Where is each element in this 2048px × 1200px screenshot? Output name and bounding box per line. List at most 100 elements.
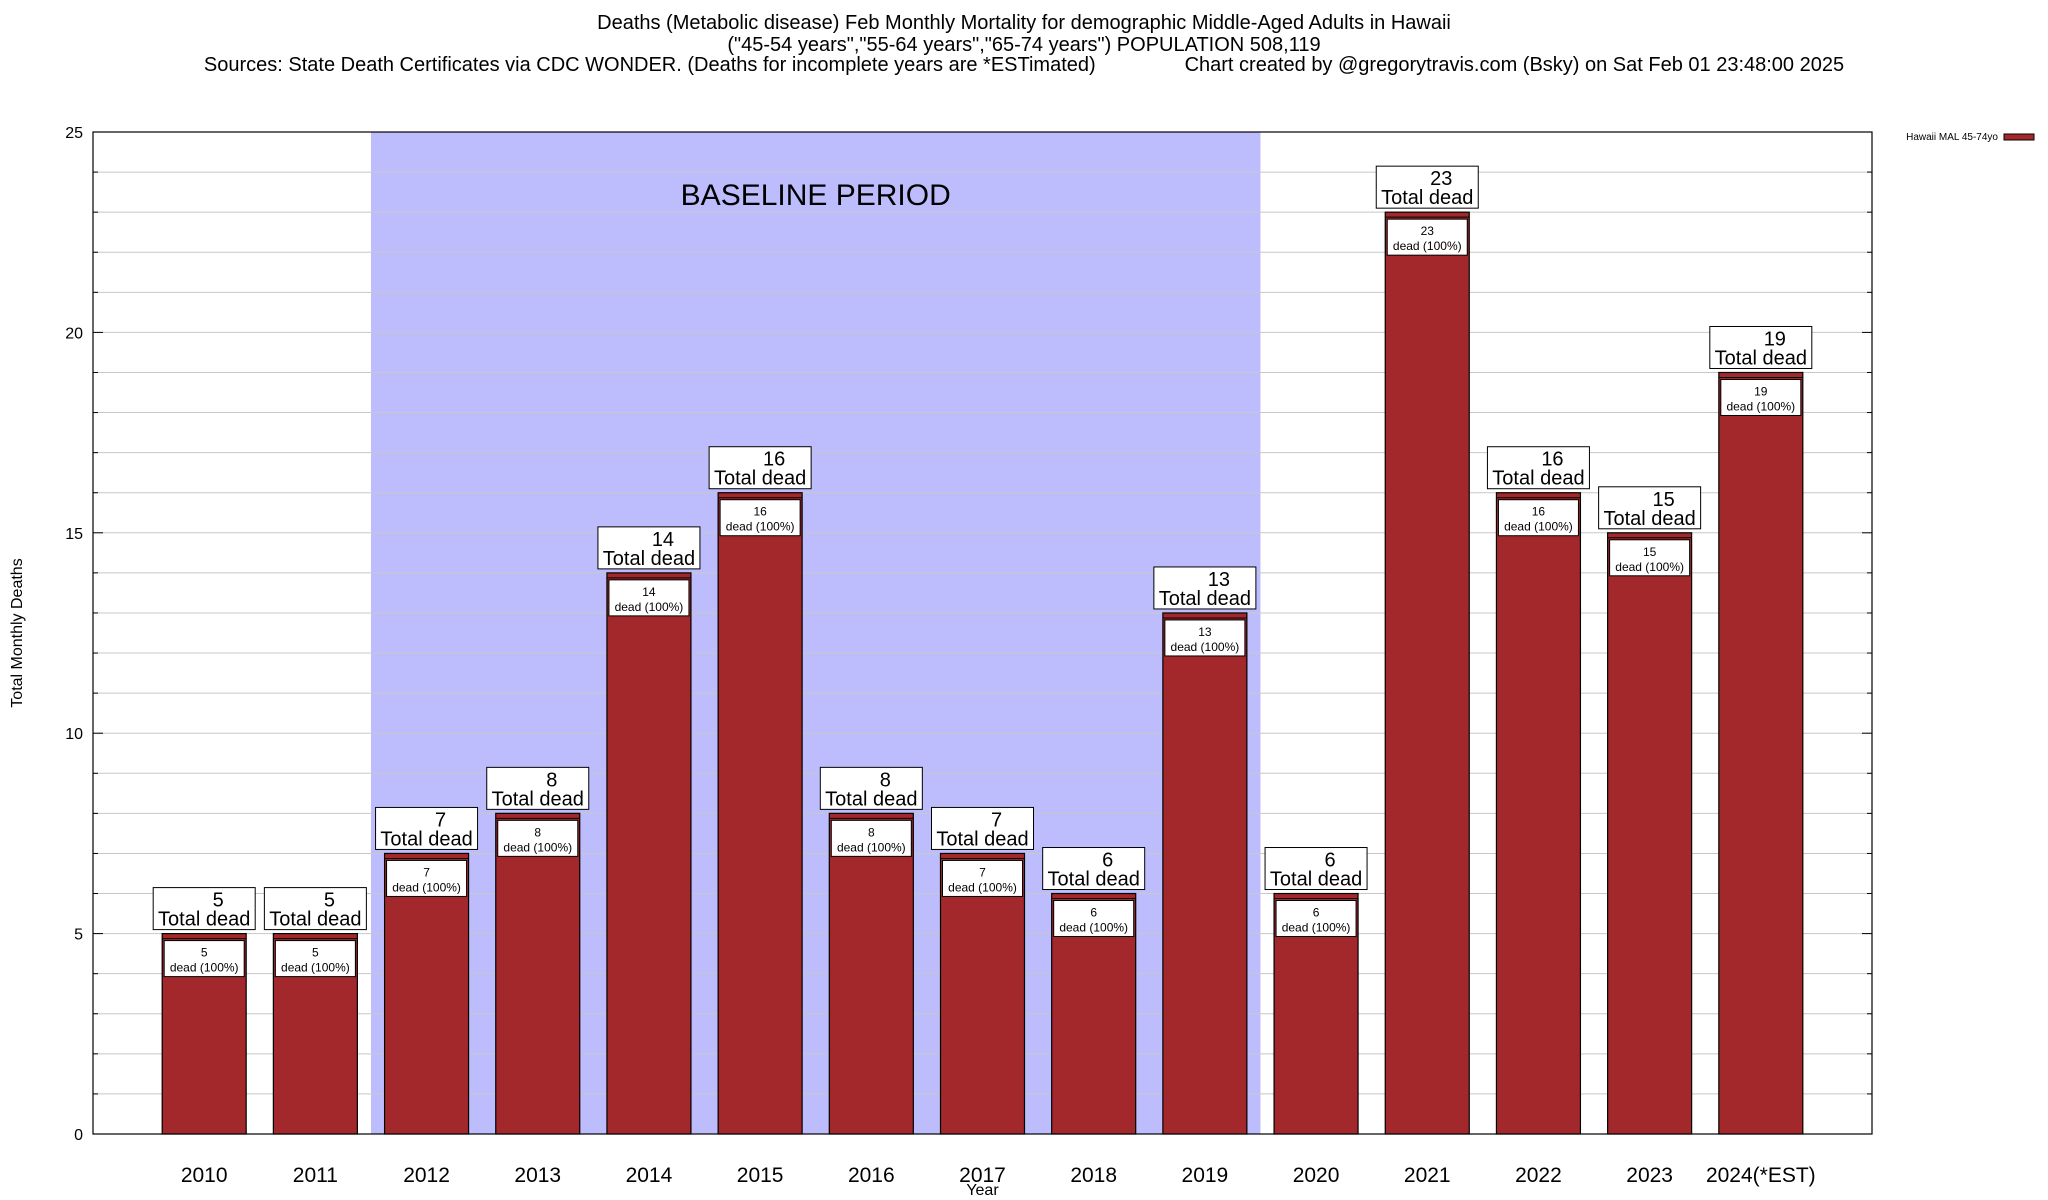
total-label-value: 15 [1653,489,1675,511]
total-label-text: Total dead [380,828,472,850]
y-axis-label: Total Monthly Deaths [9,558,26,707]
inner-label-text: dead (100%) [615,600,684,614]
x-tick-label: 2020 [1293,1164,1340,1187]
total-label-text: Total dead [158,909,250,931]
total-label-box [375,806,479,850]
x-tick-label: 2014 [626,1164,673,1187]
total-label-text: Total dead [825,788,917,810]
inner-label-box [1497,499,1579,537]
bar-2013 [495,812,581,1135]
total-label-text: Total dead [714,468,806,490]
total-label-value: 7 [435,809,446,831]
inner-label-box [1720,378,1802,416]
bar-2016 [828,812,914,1135]
inner-label-value: 8 [868,825,875,839]
inner-label-box [386,859,468,897]
inner-label-box [942,859,1023,897]
total-label-value: 6 [1102,850,1113,872]
y-tick-label: 5 [74,927,83,944]
inner-label-text: dead (100%) [726,520,795,534]
x-tick-label: 2017 [959,1164,1006,1187]
y-tick-label: 10 [65,726,83,743]
inner-label-text: dead (100%) [1282,921,1351,935]
total-label-box [152,887,256,931]
total-label-text: Total dead [936,828,1028,850]
inner-label-value: 7 [979,865,986,879]
inner-label-box [1609,539,1691,577]
chart-subtitle-sources: Sources: State Death Certificates via CD… [203,54,1845,76]
total-label-value: 5 [324,890,335,912]
total-label-box [1598,486,1702,530]
x-tick-label: 2012 [403,1164,450,1187]
inner-label-box [274,940,356,978]
inner-label-value: 15 [1643,545,1657,559]
total-label-box [708,446,812,490]
chart-title-line-1: Deaths (Metabolic disease) Feb Monthly M… [597,12,1451,34]
total-label-value: 19 [1764,328,1786,350]
x-tick-label: 2015 [737,1164,784,1187]
total-label-text: Total dead [1715,347,1807,369]
y-tick-label: 15 [65,526,83,543]
total-label-value: 8 [546,769,557,791]
x-tick-label: 2023 [1626,1164,1673,1187]
inner-label-value: 6 [1090,906,1097,920]
inner-label-value: 6 [1313,906,1320,920]
total-label-text: Total dead [1603,508,1695,530]
total-label-value: 6 [1325,850,1336,872]
inner-label-text: dead (100%) [1615,560,1684,574]
inner-label-box [608,579,690,617]
inner-label-value: 19 [1754,384,1768,398]
total-label-box [931,806,1034,850]
inner-label-value: 13 [1198,625,1212,639]
inner-label-value: 23 [1421,224,1435,238]
total-label-text: Total dead [1492,468,1584,490]
inner-label-text: dead (100%) [837,840,906,854]
total-label-value: 23 [1430,168,1452,190]
inner-label-value: 5 [312,946,319,960]
y-tick-label: 20 [65,325,83,342]
inner-label-box [497,819,579,857]
total-label-value: 14 [652,529,674,551]
bar-2014 [606,572,692,1135]
legend-label: Hawaii MAL 45-74yo [1906,132,1998,143]
x-tick-label: 2013 [514,1164,561,1187]
x-tick-label: 2010 [181,1164,228,1187]
inner-label-box [1386,218,1468,256]
total-label-box [1264,847,1368,891]
bar-2017 [939,852,1026,1135]
chart-title-line-2: ("45-54 years","55-64 years","65-74 year… [727,34,1321,56]
total-label-box [1709,325,1813,369]
bar-2019 [1162,612,1248,1135]
inner-label-value: 8 [534,825,541,839]
bar-2021 [1384,211,1470,1135]
bar-2024(*EST) [1718,371,1804,1135]
x-tick-label: 2019 [1182,1164,1229,1187]
total-label-box [486,766,590,810]
inner-label-text: dead (100%) [170,961,239,975]
x-tick-label: 2021 [1404,1164,1451,1187]
y-tick-label: 0 [74,1127,83,1144]
bar-2023 [1607,532,1693,1135]
total-label-value: 5 [213,890,224,912]
inner-label-value: 5 [201,946,208,960]
total-label-box [819,766,923,810]
total-label-value: 7 [991,809,1002,831]
baseline-period-label: BASELINE PERIOD [681,179,951,212]
inner-label-box [163,940,245,978]
inner-label-text: dead (100%) [1059,921,1128,935]
total-label-value: 13 [1208,569,1230,591]
inner-label-text: dead (100%) [1393,239,1462,253]
total-label-box [1375,165,1479,209]
total-label-box [597,526,701,570]
total-label-text: Total dead [1159,588,1251,610]
x-axis-label: Year [966,1182,999,1199]
y-tick-label: 25 [65,125,83,142]
total-label-box [1486,446,1590,490]
inner-label-value: 16 [1532,505,1546,519]
total-label-text: Total dead [1270,869,1362,891]
x-tick-label: 2018 [1070,1164,1117,1187]
total-label-box [1042,847,1146,891]
bar-2015 [717,492,803,1135]
total-label-text: Total dead [1381,187,1473,209]
